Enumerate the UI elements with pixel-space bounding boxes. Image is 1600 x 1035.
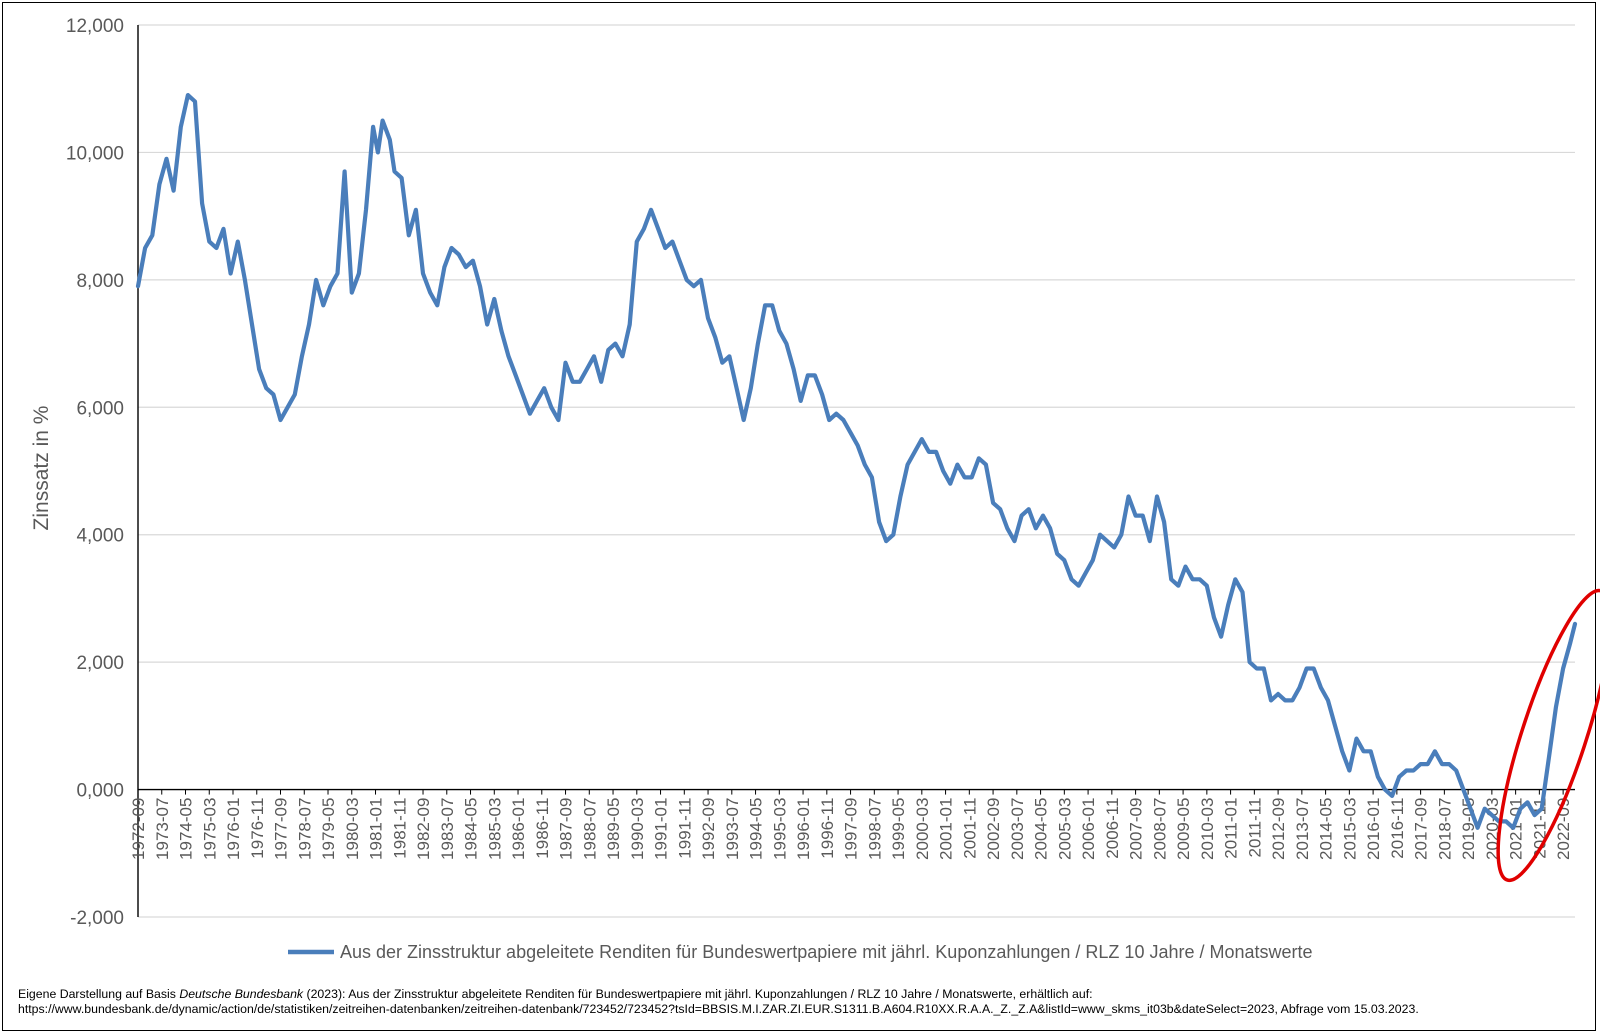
x-tick-label: 1972-09 <box>129 798 148 860</box>
x-tick-label: 2022-09 <box>1554 798 1573 860</box>
x-tick-label: 2005-03 <box>1055 798 1074 860</box>
series-line <box>135 93 1578 830</box>
x-tick-label: 2001-01 <box>937 798 956 860</box>
source-prefix: Eigene Darstellung auf Basis <box>18 987 180 1001</box>
y-tick-label: -2,000 <box>70 908 124 929</box>
x-tick-label: 1981-01 <box>367 798 386 860</box>
x-tick-label: 1976-11 <box>248 798 267 859</box>
x-tick-label: 1991-11 <box>675 798 694 859</box>
x-tick-label: 1996-11 <box>818 798 837 859</box>
line-chart: -2,000 0,000 2,000 4,000 6,000 8,000 10,000 12,… <box>30 16 1600 962</box>
x-tick-label: 1974-05 <box>177 798 196 860</box>
x-tick-label: 1992-09 <box>699 798 718 860</box>
y-tick-label: 8,000 <box>76 271 124 292</box>
y-tick-label: 12,000 <box>66 16 124 37</box>
x-tick-label: 2009-05 <box>1174 798 1193 860</box>
x-tick-label: 1987-09 <box>557 798 576 860</box>
x-tick-label: 2000-03 <box>913 798 932 860</box>
x-tick-label: 2002-09 <box>984 798 1003 860</box>
x-tick-label: 1990-03 <box>628 798 647 860</box>
x-tick-label: 2003-07 <box>1008 798 1027 860</box>
x-tick-label: 2017-09 <box>1412 798 1431 860</box>
x-tick-label: 2012-09 <box>1269 798 1288 860</box>
x-tick-label: 1994-05 <box>747 798 766 860</box>
x-tick-label: 2004-05 <box>1032 798 1051 860</box>
x-tick-label: 2010-03 <box>1198 798 1217 860</box>
x-tick-label: 1981-11 <box>390 798 409 859</box>
y-tick-label: 6,000 <box>76 398 124 419</box>
highlight-ellipse <box>1496 588 1600 883</box>
x-tick-label: 1975-03 <box>200 798 219 860</box>
x-tick-label: 2018-07 <box>1435 798 1454 860</box>
x-tick-label: 2006-01 <box>1079 798 1098 860</box>
source-publisher: Deutsche Bundesbank <box>179 987 304 1001</box>
y-tick-label: 4,000 <box>76 526 124 547</box>
y-tick-label: 10,000 <box>66 143 124 164</box>
x-tick-label: 1984-05 <box>462 798 481 860</box>
x-tick-label: 2016-11 <box>1388 798 1407 859</box>
y-tick-label: 0,000 <box>76 781 124 802</box>
legend: Aus der Zinsstruktur abgeleitete Rendite… <box>288 942 1313 962</box>
x-tick-label: 1982-09 <box>414 798 433 860</box>
source-line1-rest: (2023): Aus der Zinsstruktur abgeleitete… <box>303 987 1093 1001</box>
x-tick-label: 2006-11 <box>1103 798 1122 859</box>
x-tick-label: 1976-01 <box>224 798 243 860</box>
x-tick-label: 1985-03 <box>485 798 504 860</box>
y-axis: -2,000 0,000 2,000 4,000 6,000 8,000 10,000 12,… <box>66 16 139 929</box>
x-tick-label: 2011-01 <box>1222 798 1241 859</box>
x-tick-label: 1983-07 <box>438 798 457 860</box>
x-tick-label: 2013-07 <box>1293 798 1312 860</box>
x-tick-label: 1980-03 <box>343 798 362 860</box>
x-tick-label: 1986-11 <box>533 798 552 859</box>
grid-lines <box>138 24 1575 918</box>
x-tick-label: 1998-07 <box>865 798 884 860</box>
x-tick-label: 1979-05 <box>319 798 338 860</box>
x-tick-label: 1991-01 <box>652 798 671 860</box>
legend-entry: Aus der Zinsstruktur abgeleitete Rendite… <box>340 942 1313 962</box>
x-tick-label: 2011-11 <box>1245 798 1264 858</box>
y-axis-label: Zinssatz in % <box>30 406 53 531</box>
x-tick-label: 1977-09 <box>272 798 291 860</box>
y-tick-label: 2,000 <box>76 653 124 674</box>
x-tick-label: 1986-01 <box>509 798 528 860</box>
x-tick-label: 1995-03 <box>770 798 789 860</box>
annotation-layer <box>1496 588 1600 883</box>
source-url: https://www.bundesbank.de/dynamic/action… <box>18 1002 1419 1016</box>
x-tick-label: 2008-07 <box>1150 798 1169 860</box>
x-tick-label: 2001-11 <box>960 798 979 859</box>
x-axis: 1972-09 1973-07 1974-05 1975-03 1976-01 1976-… <box>129 788 1575 860</box>
x-tick-label: 1978-07 <box>295 798 314 860</box>
x-tick-label: 2014-05 <box>1317 798 1336 860</box>
x-tick-label: 2015-03 <box>1340 798 1359 860</box>
x-tick-label: 1993-07 <box>723 798 742 860</box>
x-tick-label: 1989-05 <box>604 798 623 860</box>
x-tick-label: 1999-05 <box>889 798 908 860</box>
x-tick-label: 2016-01 <box>1364 798 1383 860</box>
x-tick-label: 1988-07 <box>580 798 599 860</box>
x-tick-label: 1973-07 <box>153 798 172 860</box>
series-layer <box>135 93 1578 830</box>
x-tick-label: 1997-09 <box>842 798 861 860</box>
x-tick-label: 1996-01 <box>794 798 813 860</box>
x-tick-label: 2007-09 <box>1127 798 1146 860</box>
source-note: Eigene Darstellung auf Basis Deutsche Bu… <box>18 987 1588 1017</box>
